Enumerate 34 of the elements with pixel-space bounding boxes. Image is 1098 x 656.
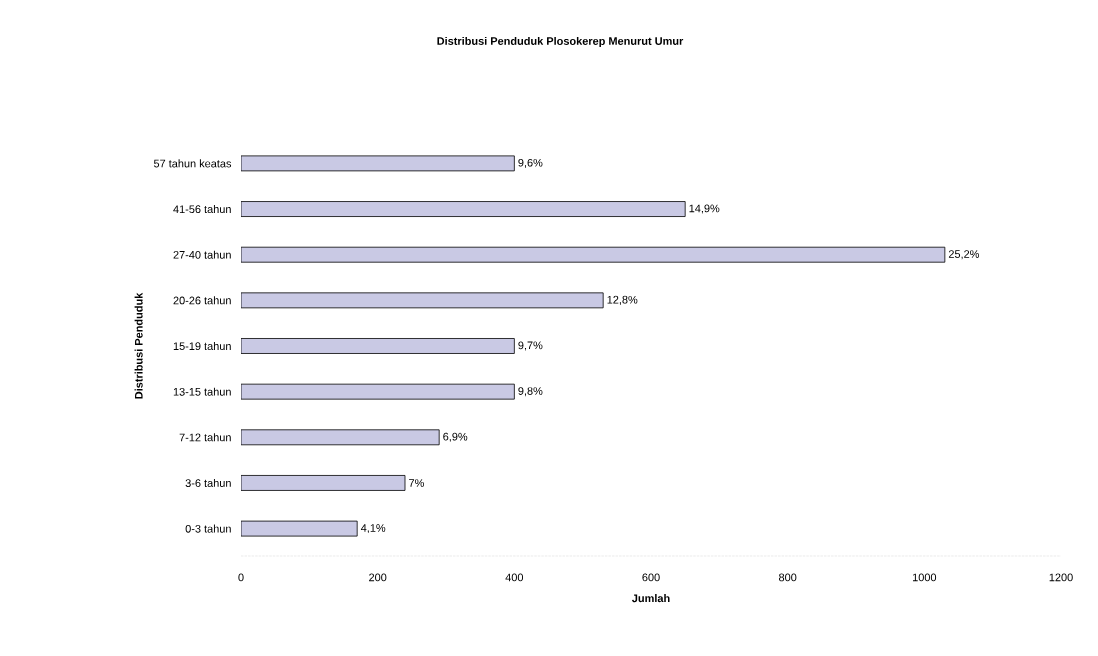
y-tick-label: 7-12 tahun (179, 433, 231, 442)
y-tick-label: 57 tahun keatas (153, 159, 232, 168)
y-axis-title: Distribusi Penduduk (134, 292, 143, 399)
x-tick-label: 1000 (912, 573, 937, 582)
y-tick-label: 3-6 tahun (185, 478, 231, 487)
annotation: 4,1% (360, 524, 386, 534)
y-tick-label: 15-19 tahun (173, 341, 231, 351)
x-tick-label: 0 (238, 573, 244, 582)
bar (241, 338, 515, 354)
x-tick-label: 800 (779, 573, 797, 582)
bar (241, 292, 604, 309)
annotation: 25,2% (948, 250, 980, 260)
x-tick-label: 600 (642, 573, 660, 582)
bar (241, 201, 686, 217)
y-tick-label: 13-15 tahun (173, 387, 231, 396)
x-tick-label: 200 (369, 573, 387, 582)
annotation: 6,9% (443, 432, 468, 442)
x-axis-title: Jumlah (632, 594, 670, 603)
annotation: 9,7% (518, 341, 543, 351)
y-tick-label: 27-40 tahun (173, 250, 231, 259)
annotation: 14,9% (689, 204, 720, 214)
y-tick-label: 0-3 tahun (185, 524, 231, 533)
y-tick-label: 41-56 tahun (173, 205, 231, 214)
annotation: 9,8% (518, 387, 543, 397)
x-tick-label: 1200 (1049, 573, 1073, 582)
bar (241, 246, 946, 263)
x-tick-label: 400 (505, 573, 524, 582)
bar (241, 475, 406, 491)
annotation: 7% (409, 479, 424, 487)
annotation: 12,8% (607, 295, 638, 305)
annotation: 9,6% (518, 158, 543, 168)
y-tick-label: 20-26 tahun (173, 296, 231, 305)
bar (241, 429, 440, 446)
chart-title: Distribusi Penduduk Plosokerep Menurut Umur (437, 36, 684, 48)
